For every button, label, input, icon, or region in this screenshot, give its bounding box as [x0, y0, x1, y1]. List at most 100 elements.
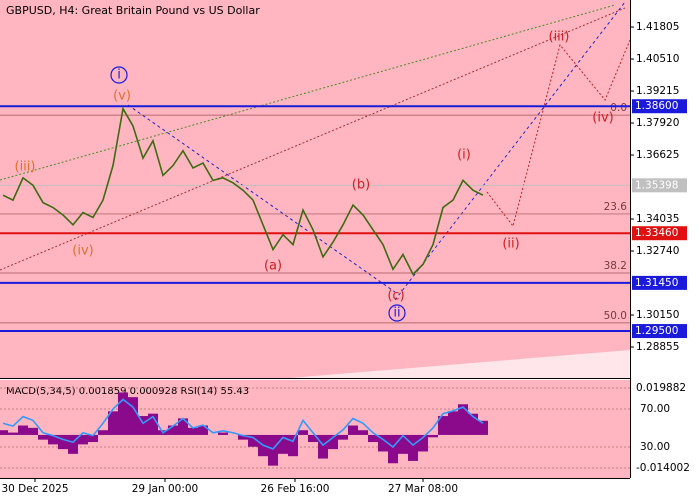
x-tick-label: 26 Feb 16:00: [261, 483, 330, 495]
macd-bar: [388, 434, 398, 464]
wave-label: (i): [457, 148, 471, 163]
fib-label: 38.2: [604, 260, 627, 272]
wave-circle: [388, 304, 406, 322]
macd-bar: [338, 434, 348, 440]
trend-line: [0, 4, 616, 181]
macd-bar: [128, 397, 138, 435]
price-line: [2, 106, 484, 276]
macd-bar: [28, 427, 38, 435]
level-box: [632, 99, 687, 114]
y-tick-label: 1.40510: [636, 53, 679, 65]
rsi-line: [2, 398, 484, 450]
macd-bar: [318, 434, 328, 459]
macd-bar: [428, 434, 438, 438]
macd-bar: [78, 434, 88, 445]
macd-bar: [378, 434, 388, 452]
macd-bar: [418, 434, 428, 452]
x-tick-label: 27 Mar 08:00: [388, 483, 458, 495]
main-panel: [0, 0, 630, 378]
macd-bar: [458, 404, 468, 435]
macd-bar: [478, 420, 488, 435]
macd-bar: [298, 430, 308, 435]
x-tick-label: 30 Dec 2025: [1, 483, 68, 495]
macd-bar: [118, 392, 128, 435]
macd-bar: [278, 434, 288, 454]
y-tick-label: 1.30150: [636, 309, 679, 321]
macd-bar: [358, 430, 368, 435]
macd-bar: [148, 413, 158, 435]
x-tick-label: 29 Jan 00:00: [132, 483, 198, 495]
macd-bar: [88, 434, 98, 443]
wave-label: (iv): [592, 111, 613, 126]
wave-label: (ii): [502, 237, 519, 252]
macd-bar: [348, 425, 358, 435]
y-tick-label: 1.37920: [636, 117, 679, 129]
wave-line: [127, 104, 396, 293]
macd-bar: [218, 432, 228, 435]
macd-bar: [288, 434, 298, 457]
wave-line: [394, 1, 626, 301]
forecast-path: [486, 39, 631, 228]
light-wedge: [290, 350, 630, 378]
macd-bar: [108, 411, 118, 435]
y-tick-label: 1.36625: [636, 149, 679, 161]
macd-bar: [368, 434, 378, 443]
macd-bar: [238, 434, 248, 440]
wave-label: (iii): [549, 30, 570, 45]
macd-bar: [38, 434, 48, 440]
macd-bar: [268, 434, 278, 466]
macd-bar: [448, 411, 458, 435]
level-box: [632, 178, 687, 193]
level-box: [632, 324, 687, 339]
y2-tick-label: 30.00: [640, 441, 670, 453]
level-label: 1.35398: [635, 179, 678, 191]
level-label: 1.38600: [635, 100, 678, 112]
y-tick-label: 1.34035: [636, 213, 679, 225]
macd-bar: [8, 432, 18, 435]
chart-title: GBPUSD, H4: Great Britain Pound vs US Do…: [6, 4, 260, 17]
wave-label: (iv): [72, 244, 93, 259]
macd-bar: [0, 430, 8, 435]
indicator-title: MACD(5,34,5) 0.001859 0.000928 RSI(14) 5…: [6, 386, 249, 397]
y-tick-label: 0.019882: [636, 382, 686, 394]
level-label: 1.31450: [635, 277, 678, 289]
macd-bar: [48, 434, 58, 445]
wave-circle: [110, 66, 128, 84]
wave-label: i: [117, 68, 121, 83]
macd-bar: [138, 416, 148, 435]
y2-tick-label: 70.00: [640, 403, 670, 415]
level-label: 1.33460: [635, 227, 678, 239]
macd-bar: [438, 416, 448, 435]
level-box: [632, 275, 687, 290]
macd-bar: [198, 425, 208, 435]
wave-label: (c): [387, 289, 404, 304]
wave-label: (b): [352, 178, 370, 193]
macd-bar: [328, 434, 338, 450]
macd-bar: [468, 413, 478, 435]
y-tick-label: 1.32740: [636, 245, 679, 257]
macd-bar: [168, 425, 178, 435]
wave-label: (a): [264, 259, 282, 274]
macd-bar: [188, 427, 198, 435]
indicator-panel: [0, 380, 630, 478]
macd-bar: [98, 430, 108, 435]
y-tick-label: 1.28855: [636, 341, 679, 353]
level-box: [632, 226, 687, 241]
y-tick-label: -0.014002: [636, 462, 690, 474]
macd-bar: [408, 434, 418, 461]
macd-bar: [68, 434, 78, 454]
macd-bar: [308, 434, 318, 443]
fib-label: 23.6: [604, 201, 628, 213]
fib-label: 0.0: [610, 102, 627, 114]
macd-bar: [58, 434, 68, 450]
wave-label: (v): [113, 89, 131, 104]
fib-label: 50.0: [604, 310, 627, 322]
y-tick-label: 1.39215: [636, 85, 679, 97]
macd-bar: [18, 425, 28, 435]
y-tick-label: 1.41805: [636, 21, 679, 33]
level-label: 1.29500: [635, 325, 678, 337]
macd-bar: [178, 418, 188, 435]
wave-label: ii: [393, 306, 400, 321]
wave-label: (iii): [15, 160, 36, 175]
